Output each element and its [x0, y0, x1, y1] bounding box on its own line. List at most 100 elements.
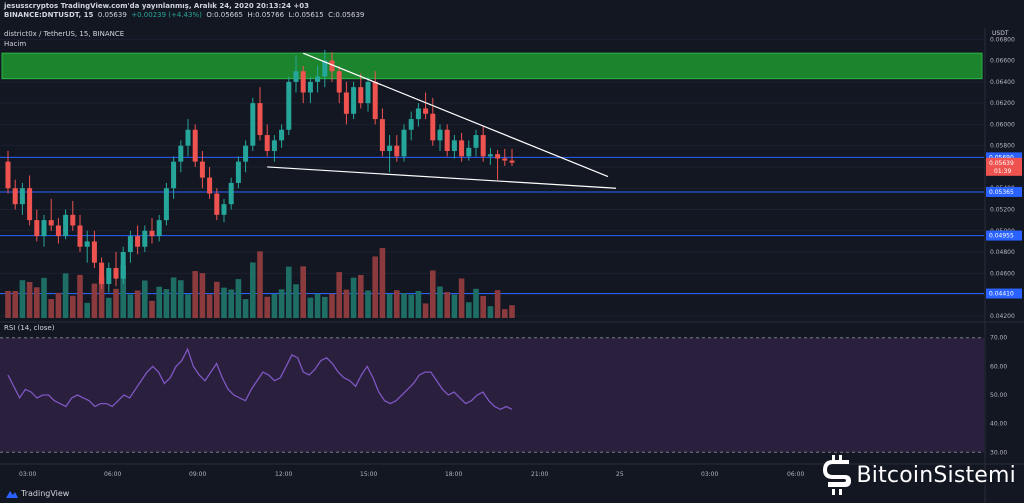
- rsi-tick-label: 60.00: [990, 363, 1007, 370]
- price-tick-label: 0.06800: [990, 36, 1015, 43]
- candle-body: [34, 220, 40, 237]
- candle-body: [459, 140, 465, 157]
- volume-bar: [422, 303, 429, 318]
- candle-body: [315, 76, 321, 82]
- level-price-tag: [986, 186, 1022, 197]
- time-tick-label: 06:00: [787, 471, 804, 478]
- volume-bar: [12, 291, 18, 318]
- volume-bar: [293, 284, 299, 318]
- candle-body: [408, 119, 414, 130]
- candle-body: [322, 60, 328, 77]
- price-tick-label: 0.04600: [990, 270, 1015, 277]
- price-tick-label: 0.06600: [990, 58, 1015, 65]
- last-price-tag: [986, 157, 1022, 176]
- time-tick-label: 03:00: [701, 471, 718, 478]
- countdown-label: 01:39: [994, 168, 1011, 175]
- level-price-tag: [986, 230, 1022, 241]
- candle-body: [156, 220, 162, 237]
- candle-body: [135, 236, 141, 247]
- time-tick-label: 03:00: [19, 471, 36, 478]
- candle-body: [192, 129, 198, 162]
- chart-symbol-title: district0x / TetherUS, 15, BINANCE: [4, 30, 125, 38]
- volume-bar: [329, 293, 335, 318]
- volume-bar: [415, 291, 422, 318]
- candle-body: [149, 230, 155, 237]
- tradingview-logo[interactable]: TradingView: [6, 489, 69, 498]
- volume-bar: [228, 289, 234, 318]
- price-tick-label: 0.06200: [990, 100, 1015, 107]
- volume-bar: [55, 292, 62, 318]
- candle-body: [495, 154, 501, 159]
- volume-bar: [437, 286, 443, 318]
- tradingview-icon: [6, 490, 18, 498]
- bitcoinsistemi-label: BitcoinSistemi: [856, 462, 1016, 488]
- volume-bar: [192, 271, 198, 318]
- price-tick-label: 0.06000: [990, 121, 1015, 128]
- currency-label: USDT: [992, 30, 1009, 37]
- candle-body: [142, 230, 148, 247]
- volume-bar: [156, 286, 162, 318]
- bitcoinsistemi-logo: BitcoinSistemi: [822, 455, 1017, 495]
- volume-bar: [394, 290, 400, 318]
- candle-body: [279, 129, 285, 141]
- volume-bar: [480, 295, 486, 318]
- volume-bar: [26, 282, 33, 318]
- candle-body: [243, 145, 249, 162]
- price-tick-label: 0.06400: [990, 79, 1015, 86]
- level-price-tag: [986, 152, 1022, 163]
- volume-bar: [62, 273, 69, 318]
- candle-body: [444, 129, 450, 152]
- candle-body: [185, 129, 191, 146]
- candle-body: [207, 177, 213, 194]
- volume-bar: [91, 283, 98, 318]
- bitcoin-s-icon: [822, 455, 851, 495]
- candle-body: [300, 71, 306, 93]
- volume-bar: [444, 292, 450, 318]
- volume-bar: [250, 262, 256, 318]
- volume-bar: [149, 300, 155, 318]
- candle-body: [199, 161, 205, 178]
- candle-body: [336, 71, 342, 93]
- volume-bar: [170, 277, 177, 318]
- candle-body: [77, 225, 83, 247]
- price-tick-label: 0.04200: [990, 313, 1015, 320]
- volume-bar: [178, 280, 184, 318]
- candle-body: [63, 214, 69, 237]
- volume-bar: [379, 248, 386, 318]
- volume-bar: [127, 294, 134, 318]
- candle-body: [19, 188, 25, 205]
- volume-bar: [314, 293, 321, 318]
- volume-bar: [372, 256, 378, 318]
- candle-body: [27, 188, 33, 221]
- volume-bar: [278, 289, 285, 318]
- rsi-tick-label: 70.00: [990, 335, 1007, 342]
- level-price-label: 0.04955: [989, 233, 1014, 240]
- candle-body: [41, 220, 47, 237]
- candle-body: [487, 154, 493, 157]
- time-tick-label: 06:00: [104, 471, 121, 478]
- candle-body: [480, 135, 486, 157]
- volume-bar: [98, 276, 105, 318]
- volume-bar: [343, 289, 350, 318]
- upper-trendline: [302, 52, 609, 178]
- last-price-label: 0.05639: [989, 160, 1014, 167]
- candle-body: [502, 158, 508, 161]
- candle-body: [106, 268, 112, 284]
- volume-bar: [77, 274, 83, 318]
- volume-bar: [84, 302, 90, 318]
- volume-bar: [48, 299, 54, 318]
- candle-body: [415, 108, 421, 120]
- candle-body: [113, 268, 119, 279]
- volume-bar: [19, 280, 26, 318]
- resistance-zone: [1, 52, 983, 80]
- candle-body: [430, 113, 436, 141]
- volume-bar: [473, 288, 479, 318]
- candle-body: [423, 108, 429, 114]
- candle-body: [358, 87, 364, 104]
- candle-body: [329, 60, 335, 72]
- volume-bar: [264, 296, 270, 318]
- time-tick-label: 21:00: [531, 471, 548, 478]
- volume-bar: [206, 294, 213, 318]
- candle-body: [264, 135, 270, 152]
